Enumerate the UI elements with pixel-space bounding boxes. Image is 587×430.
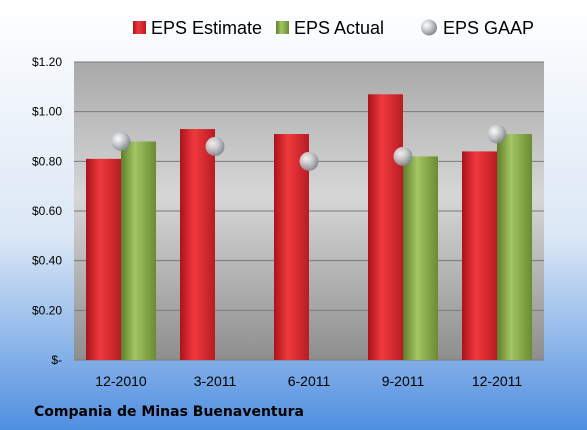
y-tick-label: $0.20 (32, 303, 62, 317)
x-category-label: 6-2011 (288, 373, 331, 389)
legend-swatch-estimate (133, 21, 146, 34)
x-category-label: 9-2011 (382, 373, 425, 389)
company-name: Compania de Minas Buenaventura (34, 404, 304, 420)
legend-label-gaap: EPS GAAP (443, 18, 534, 38)
actual-bar (121, 141, 156, 360)
actual-bar (403, 156, 438, 360)
legend-swatch-actual (276, 21, 289, 34)
estimate-bar (368, 94, 403, 361)
y-tick-label: $1.00 (32, 105, 62, 119)
gaap-marker (393, 146, 413, 166)
gaap-marker (487, 124, 507, 144)
x-axis-categories: 12-2010 3-2011 6-2011 9-2011 12-2011 (95, 373, 522, 389)
estimate-bar (462, 151, 497, 360)
legend-item-estimate: EPS Estimate (133, 18, 262, 38)
y-tick-label: $0.40 (32, 254, 62, 268)
gaap-marker (111, 131, 131, 151)
y-tick-label: $0.60 (32, 204, 62, 218)
estimate-bar (274, 134, 309, 360)
legend-label-estimate: EPS Estimate (151, 18, 262, 38)
legend-swatch-gaap (421, 19, 437, 36)
legend: EPS Estimate EPS Actual EPS GAAP (133, 18, 534, 38)
gaap-markers (111, 124, 507, 171)
y-tick-label: $1.20 (32, 55, 62, 69)
x-category-label: 12-2010 (95, 373, 147, 389)
estimate-bar (180, 129, 215, 360)
actual-bar (497, 134, 532, 360)
x-category-label: 12-2011 (472, 373, 523, 389)
gaap-marker (205, 136, 225, 156)
bars (86, 94, 532, 361)
y-axis-ticks: $- $0.20 $0.40 $0.60 $0.80 $1.00 $1.20 (32, 55, 62, 367)
legend-label-actual: EPS Actual (294, 18, 384, 38)
x-category-label: 3-2011 (194, 373, 237, 389)
estimate-bar (86, 158, 121, 360)
y-tick-label: $- (51, 353, 62, 367)
gaap-marker (299, 151, 319, 171)
y-tick-label: $0.80 (32, 154, 62, 168)
legend-item-gaap: EPS GAAP (421, 18, 534, 38)
legend-item-actual: EPS Actual (276, 18, 384, 38)
